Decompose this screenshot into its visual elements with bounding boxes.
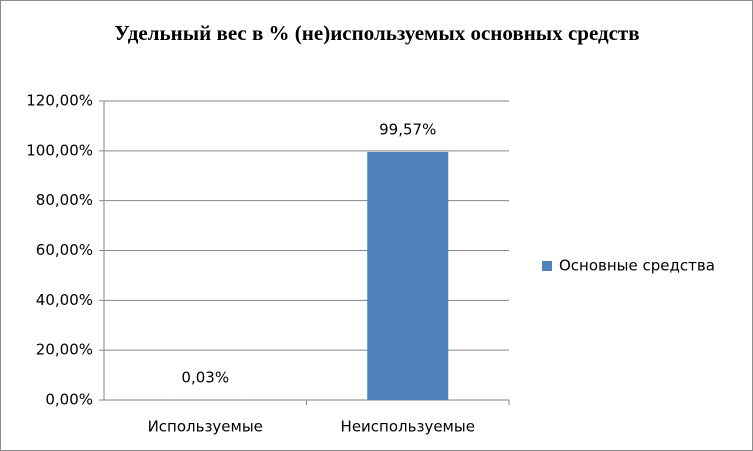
y-tick-label: 60,00% bbox=[36, 241, 93, 259]
x-tick-label: Неиспользуемые bbox=[341, 418, 475, 436]
legend-label: Основные средства bbox=[559, 257, 715, 275]
chart-title: Удельный вес в % (не)используемых основн… bbox=[114, 21, 640, 45]
y-tick-label: 0,00% bbox=[45, 391, 93, 409]
value-label: 0,03% bbox=[181, 368, 229, 386]
y-tick-label: 100,00% bbox=[26, 141, 93, 159]
value-label: 99,57% bbox=[379, 120, 436, 138]
y-tick-label: 120,00% bbox=[26, 92, 93, 110]
x-tick-label: Используемые bbox=[148, 418, 263, 436]
legend-swatch bbox=[542, 261, 552, 271]
y-tick-label: 40,00% bbox=[36, 291, 93, 309]
bar bbox=[367, 151, 449, 400]
y-tick-label: 80,00% bbox=[36, 191, 93, 209]
y-tick-label: 20,00% bbox=[36, 341, 93, 359]
